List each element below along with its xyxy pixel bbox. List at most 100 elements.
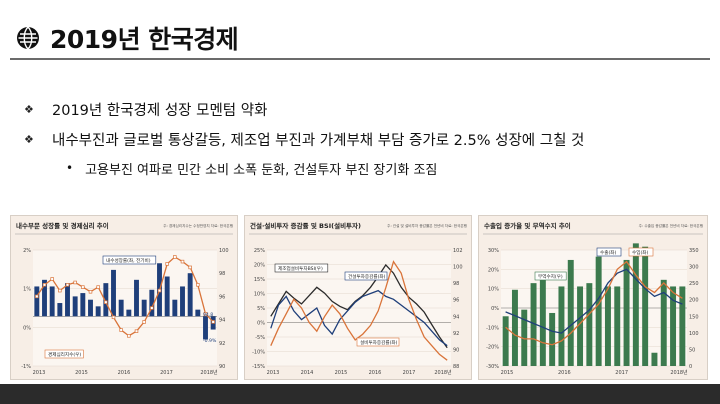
title-divider xyxy=(10,58,710,60)
chart-title: 건설·설비투자 증감률 및 BSI(설비투자) xyxy=(250,221,361,230)
y-right-tick-label: 100 xyxy=(219,248,229,254)
line-marker xyxy=(142,320,146,324)
bullet-item: ❖ 2019년 한국경제 성장 모멘텀 약화 xyxy=(24,98,704,120)
sub-bullet-text: 고용부진 여파로 민간 소비 소폭 둔화, 건설투자 부진 장기화 조짐 xyxy=(85,162,438,178)
bar xyxy=(642,246,649,366)
series-label: 내수성장률(좌, 전기비) xyxy=(106,257,151,264)
bar xyxy=(80,293,86,317)
y-right-tick-label: 94 xyxy=(219,318,225,324)
bar xyxy=(567,259,574,366)
chart-panel-trade: 수출입 증가율 및 무역수지 추이 주: 수출입 증감률은 전년비 자료: 한국은… xyxy=(478,215,708,380)
chart-domestic-demand: 내수부문 성장률 및 경제심리 추이 주: 경제심리지수는 수정반영치 자료: 한… xyxy=(15,221,233,376)
bar xyxy=(195,309,201,317)
series-label-box xyxy=(344,271,388,281)
series-label-box xyxy=(596,247,622,257)
bar xyxy=(623,259,630,366)
y-left-tick-label: 2% xyxy=(23,248,31,254)
x-tick-label: 2016 xyxy=(369,370,382,376)
bullet-text: 내수부진과 글로벌 통상갈등, 제조업 부진과 가계부채 부담 증가로 2.5%… xyxy=(52,132,585,149)
bar xyxy=(539,279,546,366)
bar xyxy=(558,286,565,366)
series-label-box xyxy=(628,247,654,257)
y-right-tick-label: 90 xyxy=(219,364,225,370)
bar xyxy=(632,243,639,366)
y-right-tick-label: 50 xyxy=(689,347,695,353)
line-marker xyxy=(111,315,116,320)
series-label: 경제심리지수(우) xyxy=(48,351,81,358)
dot-bullet-icon: • xyxy=(66,161,74,175)
slide-title: 2019년 한국경제 xyxy=(50,25,239,54)
y-right-tick-label: 96 xyxy=(453,298,459,304)
bar xyxy=(670,286,677,366)
y-left-tick-label: 0% xyxy=(491,306,499,312)
line-marker xyxy=(150,306,154,310)
x-tick-label: 2015 xyxy=(501,370,514,376)
x-tick-label: 2017 xyxy=(615,370,628,376)
bar xyxy=(502,316,509,366)
chart-note: 주: 건설 및 설비투자 증감률은 전년비 자료: 한국은행 xyxy=(387,223,467,228)
plot-area xyxy=(33,250,217,366)
bullet-text: 2019년 한국경제 성장 모멘텀 약화 xyxy=(52,102,268,119)
x-tick-label: 2017 xyxy=(403,370,416,376)
chart-title: 내수부문 성장률 및 경제심리 추이 xyxy=(16,221,109,230)
y-left-tick-label: 0% xyxy=(23,325,31,331)
bar xyxy=(521,309,528,366)
diamond-bullet-icon: ❖ xyxy=(24,132,34,146)
x-tick-label: 2018년 xyxy=(200,369,218,376)
chart-note: 주: 경제심리지수는 수정반영치 자료: 한국은행 xyxy=(163,223,233,228)
series-line xyxy=(270,289,448,347)
y-right-tick-label: 94 xyxy=(453,314,459,320)
series-label: 제조업설비투자BSI(우) xyxy=(278,265,323,272)
y-left-tick-label: 10% xyxy=(488,287,499,293)
chart-panel-domestic: 내수부문 성장률 및 경제심리 추이 주: 경제심리지수는 수정반영치 자료: 한… xyxy=(10,215,238,380)
y-right-tick-label: 250 xyxy=(689,281,699,287)
chart-title: 수출입 증가율 및 무역수지 추이 xyxy=(484,221,571,230)
line-marker xyxy=(196,283,200,287)
bar xyxy=(577,286,584,366)
series-line xyxy=(270,260,448,361)
x-tick-label: 2018년 xyxy=(670,369,688,376)
bar xyxy=(88,299,93,317)
y-right-tick-label: 102 xyxy=(453,248,463,254)
line-marker xyxy=(50,277,54,281)
sub-bullet-item: • 고용부진 여파로 민간 소비 소폭 둔화, 건설투자 부진 장기화 조짐 xyxy=(66,158,704,178)
y-left-tick-label: 20% xyxy=(254,263,265,269)
y-left-tick-label: -20% xyxy=(486,345,499,351)
line-marker xyxy=(35,294,39,299)
line-marker xyxy=(104,300,108,304)
y-right-tick-label: 300 xyxy=(689,265,699,271)
bar xyxy=(57,303,63,317)
series-label: 수입(좌) xyxy=(632,249,648,256)
y-left-tick-label: -1% xyxy=(21,364,31,370)
y-left-tick-label: -10% xyxy=(252,350,265,356)
bar xyxy=(595,256,602,366)
line-marker xyxy=(42,283,47,287)
line-marker xyxy=(96,285,100,289)
bar xyxy=(604,286,611,366)
y-left-tick-label: 5% xyxy=(257,306,265,312)
x-tick-label: 2018년 xyxy=(434,369,452,376)
bar xyxy=(103,283,109,317)
bar xyxy=(660,279,667,366)
x-tick-label: 2016 xyxy=(118,370,131,376)
footer-bar xyxy=(0,384,720,404)
bar xyxy=(651,352,658,366)
chart-trade: 수출입 증가율 및 무역수지 추이 주: 수출입 증감률은 전년비 자료: 한국은… xyxy=(483,221,703,376)
y-right-tick-label: 98 xyxy=(219,271,225,277)
bar xyxy=(34,286,40,317)
series-label: 수출(좌) xyxy=(600,249,616,256)
x-tick-label: 2015 xyxy=(335,370,348,376)
bullet-list: ❖ 2019년 한국경제 성장 모멘텀 약화 ❖ 내수부진과 글로벌 통상갈등,… xyxy=(24,98,704,178)
bar xyxy=(164,276,170,317)
y-left-tick-label: 1% xyxy=(23,287,31,293)
bar xyxy=(126,309,132,317)
y-left-tick-label: 30% xyxy=(488,248,499,254)
y-left-tick-label: 25% xyxy=(254,248,265,254)
y-left-tick-label: -10% xyxy=(486,325,499,331)
y-right-tick-label: 100 xyxy=(689,331,699,337)
data-annotation: -0.9% xyxy=(203,338,217,344)
series-label: 무역수지(우) xyxy=(538,273,563,280)
chart-panel-investment: 건설·설비투자 증감률 및 BSI(설비투자) 주: 건설 및 설비투자 증감률은… xyxy=(244,215,472,380)
series-line xyxy=(505,268,683,334)
line-marker xyxy=(203,312,208,316)
